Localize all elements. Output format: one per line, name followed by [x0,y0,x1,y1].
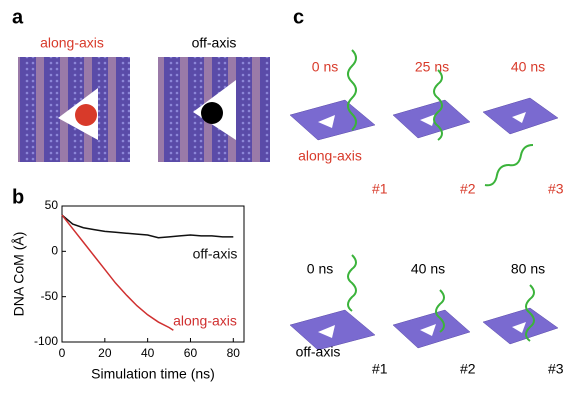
series-label: along-axis [173,313,237,329]
time-label: 0 ns [312,59,338,75]
x-tick-label: 0 [59,346,66,360]
series-line [61,214,174,331]
plot-frame [61,205,245,343]
id-label: #2 [460,181,476,197]
time-label: 25 ns [415,59,449,75]
y-tick-label: -50 [41,289,59,303]
row-label: along-axis [298,148,362,164]
panel-letter: c [293,6,304,28]
time-label: 0 ns [307,261,333,277]
x-tick-label: 80 [227,346,241,360]
series-line [61,214,234,239]
id-label: #1 [372,361,388,377]
label: off-axis [192,35,237,51]
label: along-axis [40,35,104,51]
y-tick-label: 0 [51,244,58,258]
x-tick-label: 60 [184,346,198,360]
panel-letter: b [12,186,24,208]
x-tick-label: 20 [98,346,112,360]
time-label: 80 ns [511,261,545,277]
panel-letter: a [12,6,24,28]
id-label: #3 [548,181,564,197]
dna [201,102,223,124]
id-label: #1 [372,181,388,197]
time-label: 40 ns [511,59,545,75]
id-label: #2 [460,361,476,377]
dna [75,104,97,126]
y-tick-label: 50 [45,198,59,212]
x-axis-label: Simulation time (ns) [91,366,215,382]
row-label: off-axis [296,344,341,360]
series-label: off-axis [193,246,238,262]
id-label: #3 [548,361,564,377]
y-axis-label: DNA CoM (Å) [11,232,27,317]
snapshots [289,49,559,351]
y-tick-label: -100 [34,334,58,348]
x-tick-label: 40 [141,346,155,360]
time-label: 40 ns [411,261,445,277]
